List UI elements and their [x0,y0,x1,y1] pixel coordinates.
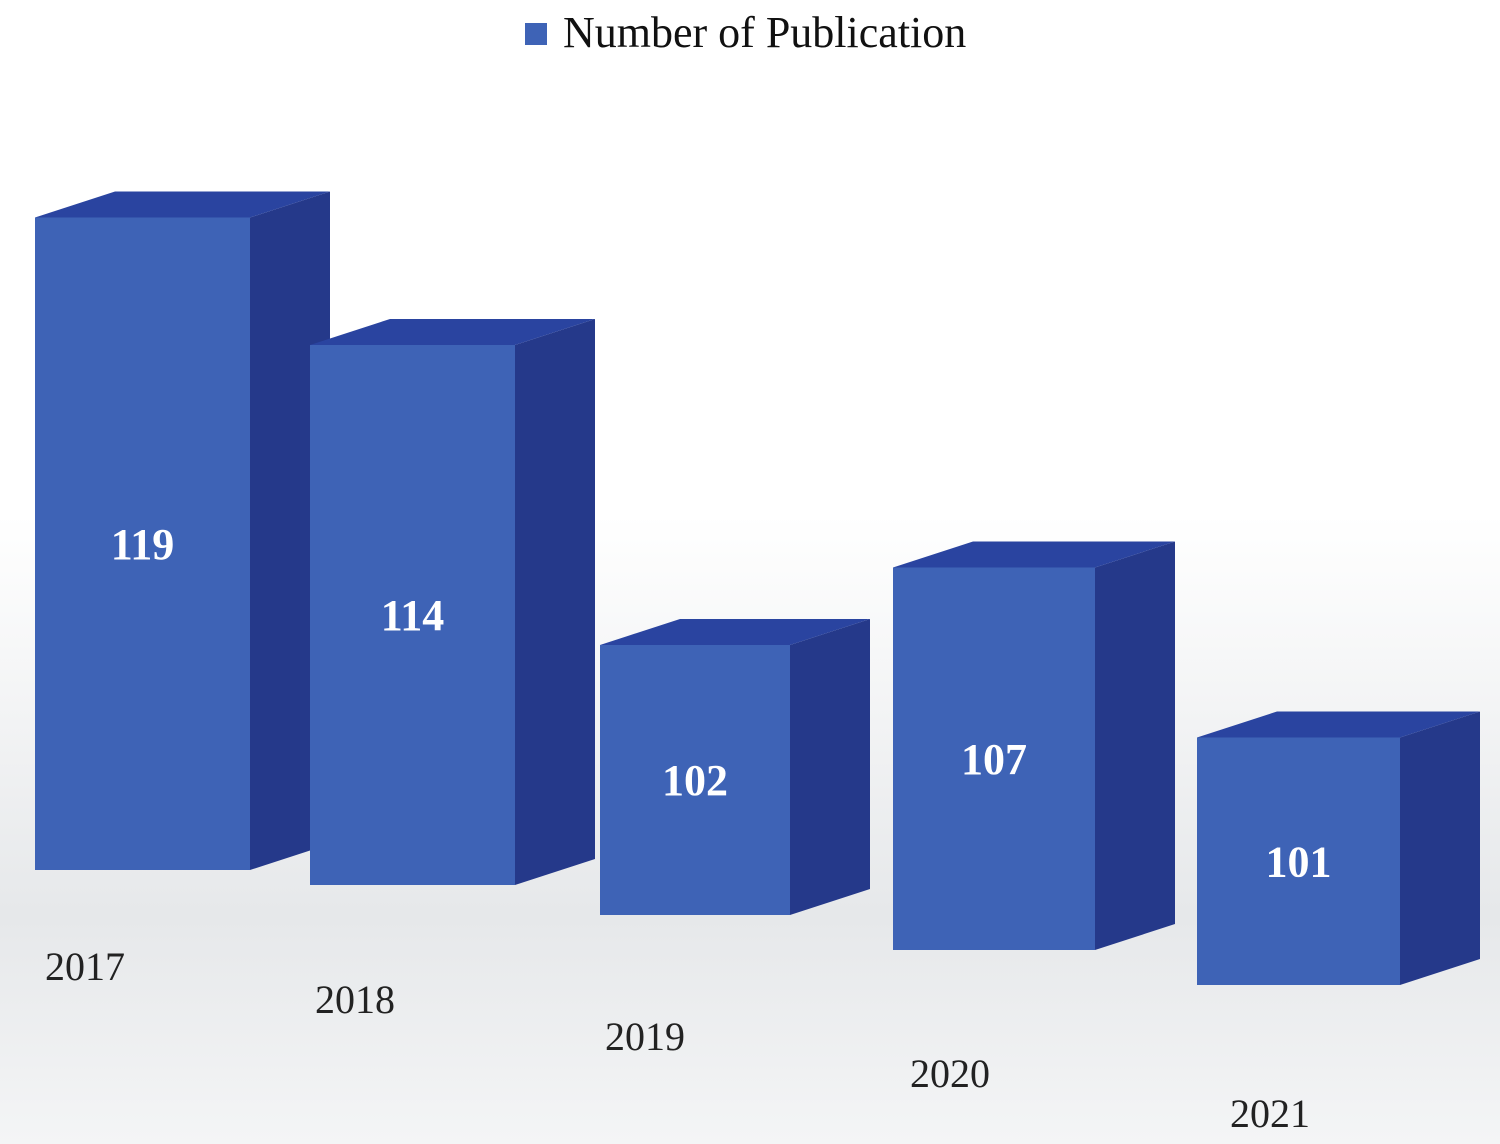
bar-side [1095,541,1175,950]
plot-area: 119 2017 114 2018 102 2019 107 2020 101 2021 [35,191,1480,1136]
bar [1197,737,1400,985]
value-label: 107 [961,735,1027,784]
bar-side [790,619,870,915]
bar-side [515,319,595,885]
legend-swatch [525,23,547,45]
x-tick-label: 2021 [1230,1091,1310,1136]
value-label: 101 [1266,837,1332,886]
bar-top [310,319,595,345]
bar [893,567,1095,950]
bar-top [600,619,870,645]
x-tick-label: 2019 [605,1014,685,1059]
bar [600,645,790,915]
x-tick-label: 2018 [315,977,395,1022]
bar [310,345,515,885]
bar [35,217,250,870]
bar-top [893,541,1175,568]
bar-side [1400,711,1480,985]
x-tick-label: 2017 [45,944,125,989]
value-label: 102 [662,756,728,805]
bar-top [35,191,330,218]
value-label: 119 [111,520,175,569]
x-tick-label: 2020 [910,1051,990,1096]
legend-label: Number of Publication [563,8,966,57]
legend: Number of Publication [525,8,966,57]
bar-top [1197,711,1480,738]
value-label: 114 [381,591,445,640]
